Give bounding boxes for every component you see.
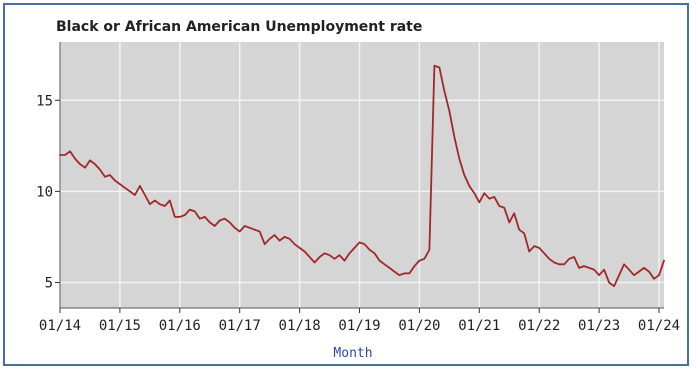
x-axis-label: Month	[333, 346, 372, 361]
x-tick-label: 01/18	[279, 318, 321, 334]
x-tick-label: 01/20	[398, 318, 440, 334]
axes: 01/14 01/15 01/16 01/17 01/18 01/19 01/20 01/21…	[36, 42, 680, 334]
chart-title: Black or African American Unemployment r…	[56, 19, 422, 35]
x-tick-label: 01/16	[159, 318, 201, 334]
x-tick-label: 01/14	[39, 318, 81, 334]
x-tick-label: 01/19	[338, 318, 380, 334]
y-tick-label: 15	[36, 93, 53, 109]
y-tick-label: 10	[36, 184, 53, 200]
x-tick-label: 01/15	[99, 318, 141, 334]
x-tick-label: 01/22	[518, 318, 560, 334]
x-tick-label: 01/24	[638, 318, 680, 334]
plot-area	[60, 42, 664, 308]
x-tick-label: 01/17	[219, 318, 261, 334]
series-layer	[59, 64, 665, 288]
x-tick-label: 01/23	[578, 318, 620, 334]
unemployment-rate-line	[59, 64, 665, 288]
x-tick-label: 01/21	[458, 318, 500, 334]
y-tick-label: 5	[45, 275, 53, 291]
